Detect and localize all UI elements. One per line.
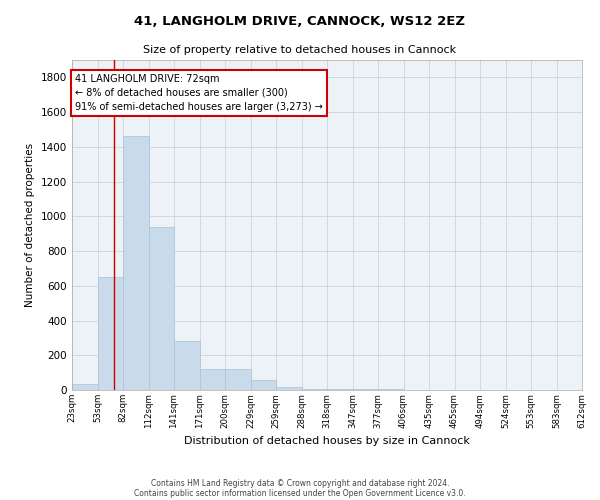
- Bar: [72, 384, 97, 390]
- Text: 41 LANGHOLM DRIVE: 72sqm
← 8% of detached houses are smaller (300)
91% of semi-d: 41 LANGHOLM DRIVE: 72sqm ← 8% of detache…: [75, 74, 323, 112]
- Text: Size of property relative to detached houses in Cannock: Size of property relative to detached ho…: [143, 45, 457, 55]
- Text: Contains public sector information licensed under the Open Government Licence v3: Contains public sector information licen…: [134, 488, 466, 498]
- Bar: [251, 380, 276, 390]
- Bar: [353, 389, 378, 390]
- Bar: [276, 386, 302, 390]
- Bar: [378, 389, 404, 390]
- Bar: [327, 389, 353, 390]
- Text: 41, LANGHOLM DRIVE, CANNOCK, WS12 2EZ: 41, LANGHOLM DRIVE, CANNOCK, WS12 2EZ: [134, 15, 466, 28]
- Bar: [149, 226, 174, 390]
- Bar: [225, 369, 251, 390]
- X-axis label: Distribution of detached houses by size in Cannock: Distribution of detached houses by size …: [184, 436, 470, 446]
- Bar: [302, 389, 327, 390]
- Bar: [123, 136, 149, 390]
- Bar: [97, 277, 123, 390]
- Text: Contains HM Land Registry data © Crown copyright and database right 2024.: Contains HM Land Registry data © Crown c…: [151, 478, 449, 488]
- Bar: [174, 342, 199, 390]
- Bar: [199, 369, 225, 390]
- Y-axis label: Number of detached properties: Number of detached properties: [25, 143, 35, 307]
